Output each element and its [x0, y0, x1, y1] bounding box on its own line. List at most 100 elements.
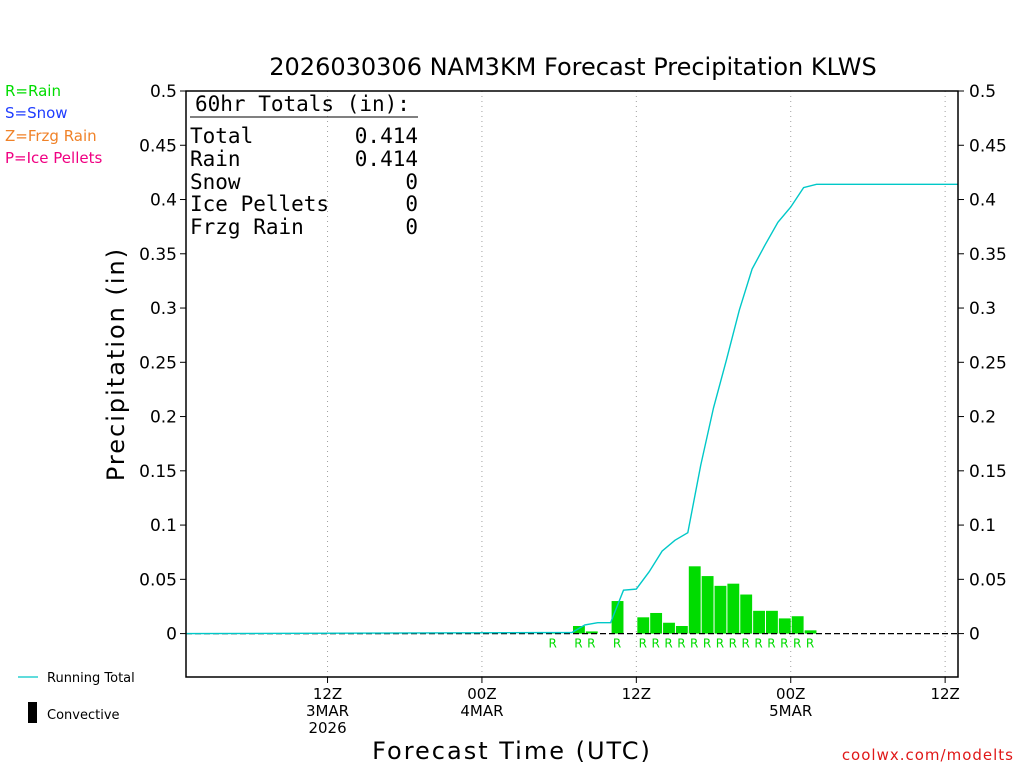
precip-bar: [688, 566, 701, 634]
totals-label-ice-pellets: Ice Pellets: [190, 192, 329, 216]
totals-value-snow: 0: [405, 170, 418, 194]
totals-label-snow: Snow: [190, 170, 241, 194]
x-tick-label: 12Z: [622, 685, 651, 703]
precip-type-letter: R: [613, 637, 621, 651]
convective-swatch: [28, 702, 37, 723]
totals-label-rain: Rain: [190, 147, 241, 171]
y-tick-label-left: 0.15: [139, 462, 177, 482]
precip-bar: [714, 585, 727, 634]
precip-bar: [573, 625, 585, 634]
precip-type-letter: R: [677, 637, 685, 651]
precip-bar: [611, 601, 624, 634]
precip-type-letter: R: [703, 637, 711, 651]
precip-type-letter: R: [716, 637, 724, 651]
y-tick-label-right: 0.05: [969, 570, 1007, 590]
precip-type-letter: R: [754, 637, 762, 651]
y-tick-label-right: 0.3: [969, 299, 996, 319]
series-legend: Running Total Convective: [18, 671, 135, 723]
precip-type-letter: R: [587, 637, 595, 651]
x-tick-label: 00Z: [776, 685, 805, 703]
chart-title: 2026030306 NAM3KM Forecast Precipitation…: [269, 53, 876, 81]
precip-type-letter: R: [651, 637, 659, 651]
y-tick-label-right: 0.5: [969, 82, 996, 102]
y-ticks: 0.5 0.5 0.45 0.45 0.4 0.4 0.35 0.35 0.3 0.3 0.25 0.…: [139, 82, 1007, 645]
y-tick-label-right: 0.45: [969, 136, 1007, 156]
precip-bar: [585, 631, 598, 634]
y-tick-label-left: 0: [166, 625, 177, 645]
y-tick-label-left: 0.2: [150, 408, 177, 428]
y-tick-label-left: 0.3: [150, 299, 177, 319]
precip-bar: [663, 622, 675, 634]
totals-label-total: Total: [190, 124, 253, 148]
y-tick-label-left: 0.5: [150, 82, 177, 102]
precip-bar: [637, 617, 650, 634]
y-tick-label-right: 0.35: [969, 245, 1007, 265]
y-tick-label-left: 0.05: [139, 570, 177, 590]
precip-type-letter: R: [690, 637, 698, 651]
precip-bar: [804, 630, 817, 634]
y-tick-label-right: 0.15: [969, 462, 1007, 482]
x-tick-label: 3MAR: [306, 702, 349, 720]
precip-bar: [766, 610, 778, 634]
precip-bar: [727, 583, 740, 634]
credit-text: coolwx.com/modelts: [842, 746, 1014, 764]
y-tick-label-left: 0.35: [139, 245, 177, 265]
y-tick-label-left: 0.4: [150, 191, 177, 211]
x-tick-label: 00Z: [467, 685, 496, 703]
x-tick-label: 12Z: [313, 685, 342, 703]
totals-box: 60hr Totals (in): Total 0.414 Rain 0.414…: [190, 92, 418, 239]
y-tick-label-right: 0.2: [969, 408, 996, 428]
precip-bar: [791, 616, 804, 634]
convective-legend-label: Convective: [47, 708, 120, 723]
y-tick-label-right: 0.4: [969, 191, 996, 211]
totals-heading: 60hr Totals (in):: [195, 92, 410, 116]
totals-label-frzg-rain: Frzg Rain: [190, 215, 304, 239]
precip-type-letter: R: [742, 637, 750, 651]
y-tick-label-left: 0.45: [139, 136, 177, 156]
legend-snow: S=Snow: [5, 104, 68, 122]
precip-type-letter: R: [729, 637, 737, 651]
y-tick-label-left: 0.25: [139, 353, 177, 373]
totals-value-frzg-rain: 0: [405, 215, 418, 239]
precip-bar: [675, 625, 688, 634]
legend-ice-pellets: P=Ice Pellets: [5, 149, 102, 167]
precip-type-letter: R: [664, 637, 672, 651]
totals-value-rain: 0.414: [355, 147, 418, 171]
legend-rain: R=Rain: [5, 82, 61, 100]
precip-type-letter: R: [806, 637, 814, 651]
x-axis-label: Forecast Time (UTC): [372, 737, 652, 765]
y-axis-label: Precipitation (in): [102, 247, 130, 481]
precip-type-letter: R: [549, 637, 557, 651]
x-tick-label: 2026: [308, 719, 346, 737]
precip-bar: [778, 618, 791, 634]
y-tick-label-left: 0.1: [150, 516, 177, 536]
y-tick-label-right: 0.25: [969, 353, 1007, 373]
x-tick-label: 4MAR: [460, 702, 503, 720]
axes: [185, 90, 959, 678]
precip-bar: [701, 576, 714, 634]
totals-value-ice-pellets: 0: [405, 192, 418, 216]
legend-frzg-rain: Z=Frzg Rain: [5, 127, 97, 145]
precip-bar: [650, 612, 663, 634]
precip-type-letter: R: [793, 637, 801, 651]
plot-frame: [185, 90, 959, 678]
precip-type-letter: R: [767, 637, 775, 651]
precip-type-letter: R: [574, 637, 582, 651]
precip-type-letter: R: [639, 637, 647, 651]
precip-type-legend: R=Rain S=Snow Z=Frzg Rain P=Ice Pellets: [5, 82, 102, 167]
x-tick-label: 12Z: [930, 685, 959, 703]
totals-value-total: 0.414: [355, 124, 418, 148]
y-tick-label-right: 0.1: [969, 516, 996, 536]
y-tick-label-right: 0: [969, 625, 980, 645]
precip-type-letter: R: [780, 637, 788, 651]
precip-bar: [740, 594, 753, 634]
running-total-polyline: [185, 183, 958, 635]
running-total-line: [185, 183, 958, 635]
precip-bars: [547, 566, 817, 634]
x-tick-label: 5MAR: [769, 702, 812, 720]
running-total-legend-label: Running Total: [47, 671, 135, 686]
precip-bar: [753, 610, 765, 634]
